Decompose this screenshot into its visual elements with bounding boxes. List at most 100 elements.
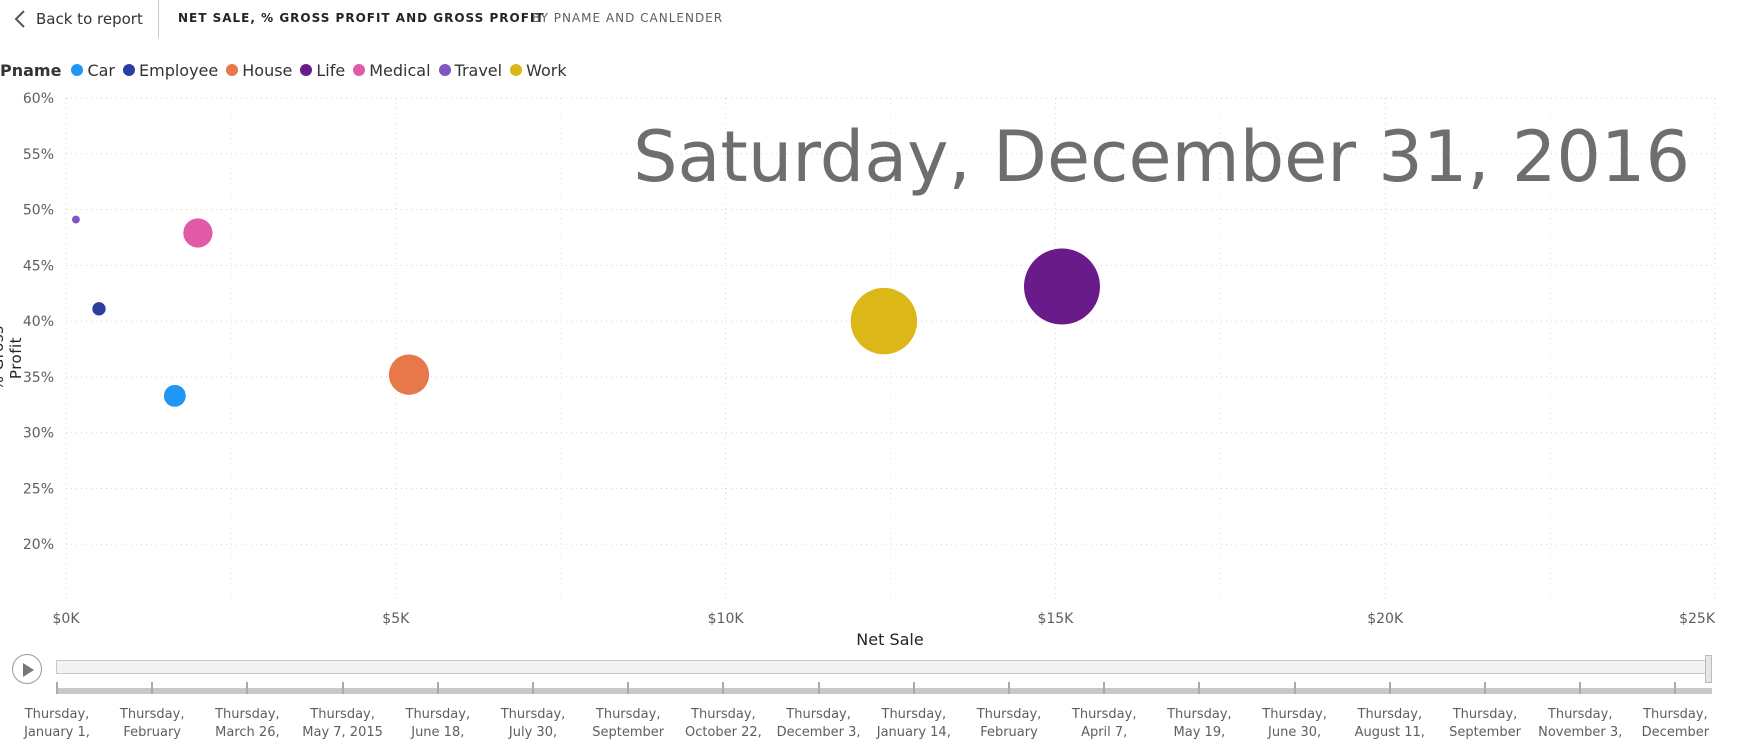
timeline-tick	[1103, 682, 1106, 694]
x-tick-label: $0K	[53, 611, 81, 627]
timeline-label[interactable]: Thursday, October 22,	[684, 707, 762, 740]
timeline-tick	[151, 682, 154, 694]
y-tick-label: 35%	[23, 370, 54, 386]
bubble-house[interactable]	[388, 354, 430, 395]
y-tick-label: 30%	[23, 426, 54, 442]
legend-item-medical[interactable]: Medical	[353, 60, 431, 80]
bubble-medical[interactable]	[183, 218, 213, 248]
back-label: Back to report	[36, 10, 143, 28]
chevron-left-icon	[12, 8, 30, 30]
x-axis-title: Net Sale	[856, 630, 924, 649]
legend-label: Work	[526, 60, 567, 80]
timeline-tick	[817, 682, 820, 694]
timeline-tick	[436, 682, 439, 694]
legend-item-house[interactable]: House	[226, 61, 292, 80]
legend-dot	[226, 64, 239, 76]
y-tick-label: 50%	[23, 203, 54, 219]
timeline-label[interactable]: Thursday, November 3,	[1538, 707, 1623, 740]
x-tick-label: $10K	[708, 611, 745, 627]
visual-title: NET SALE, % GROSS PROFIT AND GROSS PROFI…	[178, 11, 545, 25]
y-axis-title: % Gross Profit	[0, 325, 25, 391]
timeline-label[interactable]: Thursday, May 7, 2015	[302, 707, 383, 740]
bubble-employee[interactable]	[92, 302, 106, 316]
legend-item-travel[interactable]: Travel	[438, 60, 503, 80]
timeline-tick	[341, 682, 344, 694]
timeline-tick	[1484, 682, 1486, 694]
timeline-tick	[912, 682, 915, 694]
back-to-report-button[interactable]: Back to report	[12, 8, 143, 30]
visual-subtitle: BY PNAME AND CANLENDER	[532, 11, 724, 25]
timeline-tick	[1008, 682, 1010, 694]
x-tick-label: $15K	[1037, 611, 1074, 627]
y-tick-label: 55%	[23, 147, 54, 163]
timeline-label[interactable]: Thursday, January 1,	[24, 707, 90, 740]
legend-dot	[71, 64, 84, 76]
play-axis-track[interactable]	[56, 660, 1712, 674]
timeline-tick	[1674, 682, 1677, 694]
legend-label: Employee	[139, 60, 219, 80]
play-button[interactable]	[12, 654, 42, 684]
bubble-travel[interactable]	[71, 215, 80, 224]
y-tick-label: 25%	[23, 481, 54, 497]
legend-dot	[300, 64, 313, 76]
timeline-label[interactable]: Thursday, December	[1641, 707, 1710, 740]
y-axis-ticks: 20% 25% 30% 35% 40% 45% 50% 55% 60%	[23, 91, 54, 553]
timeline-tick	[246, 682, 249, 694]
legend-dot	[123, 64, 135, 76]
bubble-work[interactable]	[850, 287, 918, 355]
legend-title: Pname	[0, 60, 62, 80]
visual-header: Back to report NET SALE, % GROSS PROFIT …	[0, 0, 1740, 38]
timeline-label[interactable]: Thursday, June 30,	[1262, 707, 1327, 740]
timeline-label[interactable]: Thursday, January 14,	[876, 707, 951, 740]
y-tick-label: 60%	[23, 91, 54, 107]
bubble-car[interactable]	[163, 384, 186, 407]
grid-lines	[65, 97, 1716, 600]
bubbles	[71, 215, 1100, 407]
bubble-life[interactable]	[1023, 248, 1100, 325]
legend-item-work[interactable]: Work	[510, 61, 567, 80]
x-tick-label: $20K	[1367, 611, 1404, 627]
legend-item-employee[interactable]: Employee	[123, 61, 218, 80]
timeline-tick	[1388, 682, 1391, 694]
timeline-label[interactable]: Thursday, May 19,	[1167, 707, 1232, 740]
x-tick-label: $25K	[1679, 611, 1716, 627]
timeline-label[interactable]: Thursday, December 3,	[776, 707, 861, 740]
timeline-label[interactable]: Thursday, March 26,	[215, 707, 280, 740]
legend-item-car[interactable]: Car	[71, 61, 115, 80]
legend-label: Car	[87, 60, 115, 80]
timeline-label[interactable]: Thursday, September	[592, 707, 665, 740]
timeline-label[interactable]: Thursday, February	[119, 707, 185, 740]
timeline-axis	[56, 688, 1712, 694]
legend-dot	[353, 64, 366, 76]
legend-label: Travel	[454, 60, 503, 80]
timeline-tick	[722, 682, 725, 694]
legend-dot	[438, 64, 451, 76]
current-date-watermark: Saturday, December 31, 2016	[633, 116, 1690, 198]
x-axis-ticks: $0K $5K $10K $15K $20K $25K	[53, 611, 1716, 627]
timeline-label[interactable]: Thursday, June 18,	[405, 707, 471, 740]
timeline-label[interactable]: Thursday, August 11,	[1354, 707, 1425, 740]
x-tick-label: $5K	[382, 611, 410, 627]
y-tick-label: 20%	[23, 537, 54, 553]
y-tick-label: 40%	[23, 314, 54, 330]
legend-label: House	[242, 60, 293, 80]
play-axis-handle[interactable]	[1705, 655, 1712, 683]
header-divider	[158, 0, 159, 38]
timeline-tick	[56, 682, 58, 694]
scatter-plot: 20% 25% 30% 35% 40% 45% 50% 55% 60% $0K $5K $10K $1…	[23, 91, 1716, 627]
legend-dot	[510, 64, 523, 76]
timeline-label[interactable]: Thursday, July 30,	[500, 707, 566, 740]
timeline-label[interactable]: Thursday, April 7,	[1071, 707, 1137, 740]
legend-label: Life	[316, 60, 346, 80]
legend-label: Medical	[369, 60, 431, 80]
timeline-tick	[627, 682, 630, 694]
chart-legend: Pname Car Employee House Life Medical Tr…	[0, 60, 575, 80]
timeline-label[interactable]: Thursday, September	[1449, 707, 1521, 740]
timeline-tick	[1579, 682, 1582, 694]
timeline-tick	[532, 682, 534, 694]
timeline-label[interactable]: Thursday, February	[976, 707, 1042, 740]
legend-item-life[interactable]: Life	[300, 61, 345, 80]
timeline-tick	[1293, 682, 1296, 694]
play-icon	[23, 663, 34, 677]
y-tick-label: 45%	[23, 258, 54, 274]
